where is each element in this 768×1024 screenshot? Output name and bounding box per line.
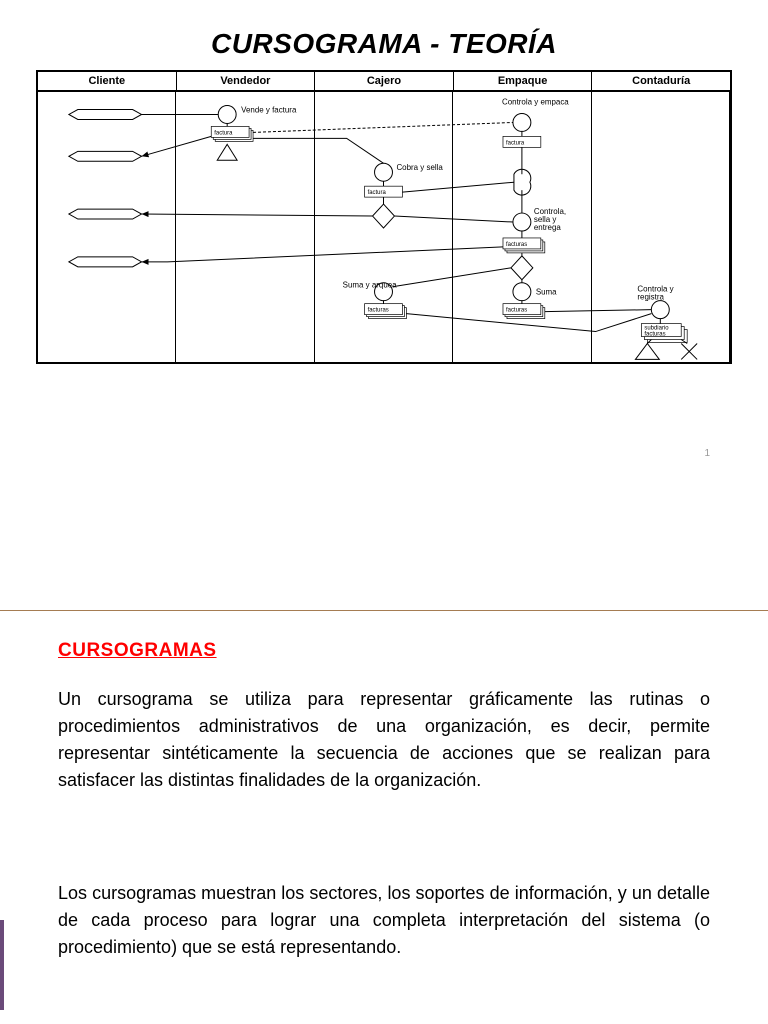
page-number: 1 [704, 448, 710, 459]
lane-header-contaduria: Contaduría [592, 72, 730, 90]
lane-header-empaque: Empaque [454, 72, 593, 90]
lanes-body: Vende y factura factura Cobra y sella fa… [38, 92, 730, 362]
paragraph-2: Los cursogramas muestran los sectores, l… [58, 880, 710, 961]
left-accent-bar [0, 920, 4, 1010]
lane-header-vendedor: Vendedor [177, 72, 316, 90]
lane-headers: Cliente Vendedor Cajero Empaque Contadur… [38, 72, 730, 92]
lane-empaque [453, 92, 591, 362]
lane-cajero [315, 92, 453, 362]
section-divider [0, 610, 768, 611]
flowchart-container: Cliente Vendedor Cajero Empaque Contadur… [36, 70, 732, 364]
lane-header-cajero: Cajero [315, 72, 454, 90]
lane-vendedor [176, 92, 314, 362]
lane-contaduria [592, 92, 730, 362]
lane-cliente [38, 92, 176, 362]
page-title: CURSOGRAMA - TEORÍA [0, 0, 768, 70]
lane-header-cliente: Cliente [38, 72, 177, 90]
paragraph-1: Un cursograma se utiliza para representa… [58, 686, 710, 794]
section-heading: CURSOGRAMAS [58, 640, 217, 662]
